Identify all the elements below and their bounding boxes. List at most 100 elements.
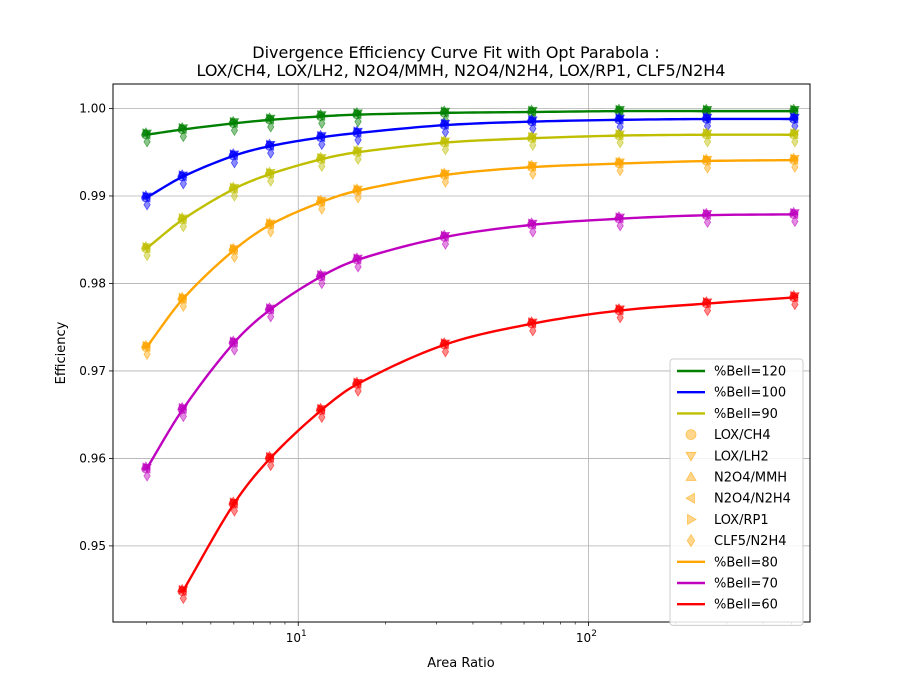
- y-tick-label: 0.96: [79, 451, 106, 465]
- legend-item: CLF5/N2H4: [686, 533, 787, 549]
- legend-label: %Bell=120: [714, 365, 786, 380]
- data-point-clf5-n2h4: [267, 226, 275, 238]
- data-point-clf5-n2h4: [791, 298, 799, 311]
- data-point-lox-rp1: [142, 191, 151, 201]
- data-point-lox-rp1: [142, 128, 151, 138]
- data-point-clf5-n2h4: [354, 191, 362, 204]
- data-point-clf5-n2h4: [267, 175, 275, 187]
- data-point-clf5-n2h4: [703, 304, 712, 317]
- data-point-clf5-n2h4: [179, 130, 187, 143]
- legend-marker-swatch: [685, 492, 695, 504]
- legend-label: %Bell=70: [714, 577, 778, 592]
- data-point-clf5-n2h4: [143, 470, 151, 482]
- data-point-clf5-n2h4: [529, 226, 537, 238]
- data-point-clf5-n2h4: [143, 348, 151, 361]
- legend-marker-swatch: [685, 451, 697, 462]
- data-point-clf5-n2h4: [441, 143, 450, 156]
- data-point-clf5-n2h4: [616, 219, 624, 232]
- legend-label: %Bell=100: [714, 386, 786, 401]
- data-point-clf5-n2h4: [230, 124, 239, 137]
- grid-lines: [113, 84, 810, 622]
- fit-curve-bell-bell-100: [145, 117, 795, 199]
- legend-label: LOX/LH2: [714, 449, 769, 464]
- data-point-clf5-n2h4: [267, 121, 275, 133]
- data-point-clf5-n2h4: [791, 215, 799, 228]
- y-axis-label: Efficiency: [54, 321, 69, 384]
- data-point-clf5-n2h4: [179, 410, 187, 423]
- data-point-clf5-n2h4: [703, 162, 712, 174]
- legend-item: LOX/LH2: [685, 449, 769, 464]
- legend-label: %Bell=90: [714, 407, 778, 422]
- legend-item: %Bell=120: [677, 365, 786, 380]
- data-point-clf5-n2h4: [143, 249, 151, 262]
- data-point-clf5-n2h4: [441, 238, 450, 250]
- fit-curve-bell-bell-120: [146, 109, 795, 136]
- legend-label: %Bell=80: [714, 555, 778, 570]
- data-point-clf5-n2h4: [318, 411, 326, 424]
- y-tick-label: 0.95: [79, 539, 106, 553]
- chart-title-line2: LOX/CH4, LOX/LH2, N2O4/MMH, N2O4/N2H4, L…: [197, 61, 726, 80]
- fit-curve-bell-bell-80: [145, 158, 795, 349]
- data-point-clf5-n2h4: [529, 168, 537, 180]
- data-point-clf5-n2h4: [267, 310, 275, 323]
- plot-frame: [112, 83, 811, 623]
- legend-marker-swatch: [686, 533, 696, 548]
- data-point-clf5-n2h4: [441, 176, 450, 188]
- fit-curve-bell-bell-90: [145, 133, 795, 250]
- fit-curve-bell-bell-70: [145, 213, 795, 470]
- legend-label: CLF5/N2H4: [714, 534, 787, 549]
- legend-marker-swatch: [685, 471, 697, 481]
- y-tick-label: 0.98: [79, 276, 106, 290]
- data-point-clf5-n2h4: [703, 216, 712, 229]
- legend-label: N2O4/N2H4: [714, 492, 791, 507]
- data-point-clf5-n2h4: [230, 156, 239, 169]
- data-point-clf5-n2h4: [354, 261, 362, 273]
- legend-item: %Bell=100: [677, 386, 786, 401]
- data-point-clf5-n2h4: [179, 592, 187, 605]
- data-point-clf5-n2h4: [354, 115, 362, 128]
- legend-marker-swatch: [685, 429, 697, 441]
- legend-label: N2O4/MMH: [714, 471, 787, 486]
- data-point-clf5-n2h4: [441, 345, 450, 358]
- data-point-clf5-n2h4: [529, 324, 537, 337]
- data-point-clf5-n2h4: [703, 135, 712, 148]
- legend: %Bell=120 %Bell=100 %Bell=90 LOX/CH4 LOX/LH2…: [669, 358, 804, 626]
- data-point-clf5-n2h4: [354, 153, 362, 166]
- data-point-clf5-n2h4: [791, 161, 799, 173]
- x-axis-ticks: 101 102: [146, 622, 792, 645]
- data-point-lox-rp1: [142, 241, 151, 252]
- legend-item: %Bell=80: [677, 555, 778, 570]
- data-point-clf5-n2h4: [318, 160, 326, 173]
- x-axis-label: Area Ratio: [427, 656, 494, 671]
- legend-marker-swatch: [687, 513, 697, 526]
- data-point-clf5-n2h4: [179, 220, 187, 233]
- data-point-clf5-n2h4: [143, 135, 151, 148]
- data-point-clf5-n2h4: [267, 459, 275, 472]
- data-point-clf5-n2h4: [179, 300, 187, 312]
- data-point-clf5-n2h4: [791, 135, 799, 148]
- fit-curves: [145, 109, 795, 592]
- y-tick-label: 0.99: [79, 189, 106, 203]
- data-point-clf5-n2h4: [230, 344, 239, 356]
- y-axis-ticks: 0.95 0.96 0.97 0.98 0.99 1.00: [79, 101, 113, 553]
- legend-item: N2O4/MMH: [685, 471, 787, 486]
- legend-box: [669, 358, 804, 626]
- data-point-clf5-n2h4: [616, 136, 624, 149]
- legend-label: LOX/RP1: [714, 513, 769, 528]
- data-point-clf5-n2h4: [267, 147, 275, 159]
- x-tick-label: 101: [286, 629, 307, 645]
- data-point-clf5-n2h4: [318, 277, 326, 290]
- data-point-clf5-n2h4: [143, 198, 151, 211]
- data-point-clf5-n2h4: [616, 164, 624, 177]
- legend-item: N2O4/N2H4: [685, 492, 791, 507]
- y-tick-label: 0.97: [79, 364, 106, 378]
- legend-item: LOX/CH4: [685, 428, 771, 443]
- data-point-clf5-n2h4: [354, 385, 362, 397]
- legend-item: %Bell=70: [677, 577, 778, 592]
- y-tick-label: 1.00: [79, 101, 106, 115]
- legend-item: LOX/RP1: [687, 513, 769, 528]
- data-point-clf5-n2h4: [179, 177, 187, 190]
- legend-label: LOX/CH4: [714, 428, 771, 443]
- data-point-clf5-n2h4: [230, 190, 239, 202]
